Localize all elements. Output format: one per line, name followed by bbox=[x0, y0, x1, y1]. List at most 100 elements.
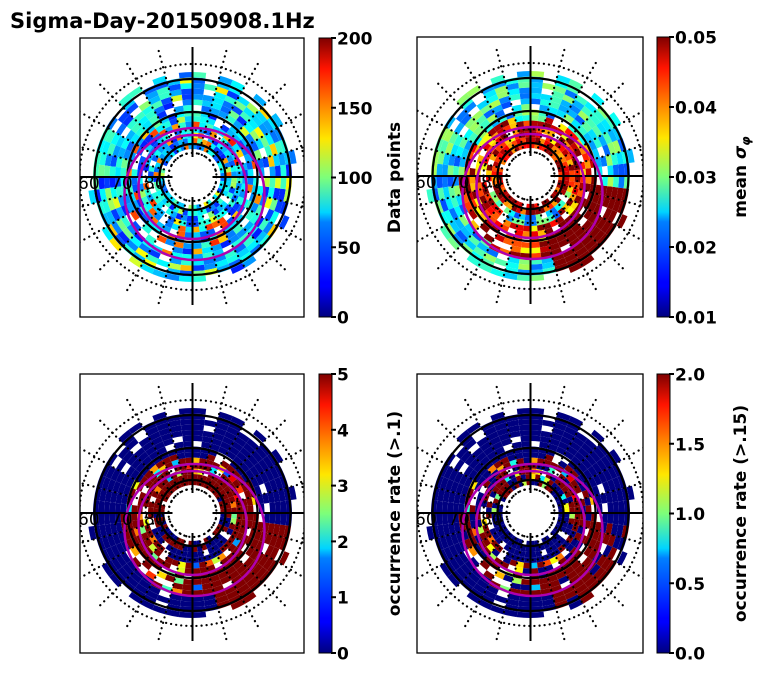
heatmap-bin bbox=[181, 429, 193, 437]
heatmap-bin bbox=[589, 113, 601, 126]
heatmap-bin bbox=[495, 536, 503, 545]
heatmap-bin bbox=[117, 531, 126, 543]
heatmap-bin bbox=[173, 441, 184, 449]
heatmap-bin bbox=[539, 104, 550, 112]
heatmap-bin bbox=[437, 187, 445, 201]
heatmap-bin bbox=[553, 257, 567, 267]
heatmap-bin bbox=[148, 114, 160, 125]
heatmap-bin bbox=[185, 457, 193, 464]
heatmap-bin bbox=[115, 156, 123, 168]
heatmap-bin bbox=[131, 177, 138, 185]
heatmap-bin bbox=[572, 241, 585, 253]
dotted-grid-spoke bbox=[417, 109, 511, 166]
heatmap-bin bbox=[128, 591, 143, 604]
dotted-grid-spoke bbox=[546, 191, 628, 273]
heatmap-bin bbox=[583, 546, 593, 557]
heatmap-bin bbox=[493, 220, 503, 229]
heatmap-bin bbox=[138, 100, 151, 112]
heatmap-bin bbox=[122, 227, 134, 240]
dotted-grid-spoke bbox=[80, 481, 171, 508]
heatmap-bin bbox=[126, 560, 138, 572]
heatmap-bin bbox=[187, 137, 193, 144]
heatmap-bin bbox=[138, 242, 151, 254]
heatmap-bin bbox=[618, 500, 625, 513]
heatmap-bin bbox=[605, 154, 613, 166]
heatmap-bin bbox=[278, 524, 286, 538]
heatmap-bin bbox=[486, 94, 499, 105]
heatmap-bin bbox=[564, 89, 578, 100]
dotted-grid-spoke bbox=[156, 45, 188, 155]
heatmap-bin bbox=[601, 176, 608, 187]
heatmap-bin bbox=[483, 589, 497, 600]
heatmap-bin bbox=[464, 560, 476, 572]
heatmap-bin bbox=[605, 186, 613, 198]
heatmap-bin bbox=[561, 521, 569, 528]
heatmap-bin bbox=[530, 600, 543, 607]
dotted-grid-spoke bbox=[552, 481, 643, 508]
heatmap-bin bbox=[192, 589, 204, 596]
heatmap-bin bbox=[530, 225, 538, 232]
heatmap-bin bbox=[251, 563, 263, 576]
heatmap-bin bbox=[192, 93, 204, 101]
heatmap-bin bbox=[447, 573, 461, 588]
dotted-grid-spoke bbox=[197, 535, 229, 645]
heatmap-bin bbox=[483, 89, 497, 100]
heatmap-bin bbox=[211, 438, 223, 447]
heatmap-bin bbox=[228, 160, 236, 167]
heatmap-bin bbox=[278, 152, 286, 166]
heatmap-bin bbox=[274, 141, 284, 155]
heatmap-bin bbox=[148, 95, 161, 106]
heatmap-bin bbox=[509, 559, 518, 567]
heatmap-bin bbox=[460, 563, 472, 576]
heatmap-bin bbox=[125, 465, 136, 477]
heatmap-bin bbox=[234, 100, 247, 112]
heatmap-bin bbox=[105, 130, 116, 144]
heatmap-bin bbox=[583, 132, 593, 143]
heatmap-bin bbox=[482, 201, 491, 210]
heatmap-bin bbox=[245, 546, 255, 557]
heatmap-bin bbox=[568, 262, 583, 273]
heatmap-bin bbox=[610, 186, 619, 199]
heatmap-bin bbox=[581, 571, 594, 584]
heatmap-bin bbox=[458, 551, 469, 564]
heatmap-bin bbox=[243, 489, 252, 499]
latitude-label: 70 bbox=[448, 510, 470, 530]
heatmap-bin bbox=[522, 568, 531, 575]
heatmap-bin bbox=[530, 114, 539, 121]
heatmap-bin bbox=[515, 138, 522, 146]
heatmap-bin bbox=[468, 132, 478, 143]
heatmap-bin bbox=[107, 534, 116, 547]
heatmap-bin bbox=[184, 115, 193, 122]
heatmap-bin bbox=[168, 598, 181, 607]
heatmap-bin bbox=[148, 177, 154, 183]
dotted-grid-spoke bbox=[80, 446, 173, 503]
heatmap-bin bbox=[247, 505, 254, 513]
heatmap-bin bbox=[192, 242, 202, 250]
heatmap-bin bbox=[602, 131, 613, 145]
heatmap-bin bbox=[115, 513, 122, 524]
heatmap-bin bbox=[258, 459, 270, 472]
heatmap-bin bbox=[269, 534, 278, 547]
heatmap-bin bbox=[486, 507, 492, 513]
heatmap-bin bbox=[187, 546, 193, 553]
heatmap-bin bbox=[466, 85, 481, 98]
heatmap-bin bbox=[267, 491, 275, 503]
latitude-label: 60 bbox=[78, 174, 100, 194]
heatmap-bin bbox=[493, 123, 503, 132]
heatmap-bin bbox=[225, 177, 232, 183]
heatmap-bin bbox=[558, 220, 568, 229]
latitude-label: 80 bbox=[144, 174, 166, 194]
polar-plot: 60 70 80 bbox=[80, 381, 304, 645]
heatmap-bin bbox=[439, 225, 452, 240]
heatmap-bin bbox=[271, 449, 284, 464]
heatmap-bin bbox=[496, 427, 509, 437]
heatmap-bin bbox=[117, 195, 126, 207]
heatmap-bin bbox=[216, 477, 224, 486]
heatmap-bin bbox=[569, 237, 581, 248]
heatmap-bin bbox=[209, 443, 221, 452]
heatmap-bin bbox=[506, 598, 519, 607]
heatmap-bin bbox=[521, 440, 531, 448]
heatmap-bin bbox=[115, 123, 127, 136]
heatmap-bin bbox=[442, 186, 451, 199]
heatmap-bin bbox=[178, 275, 193, 282]
